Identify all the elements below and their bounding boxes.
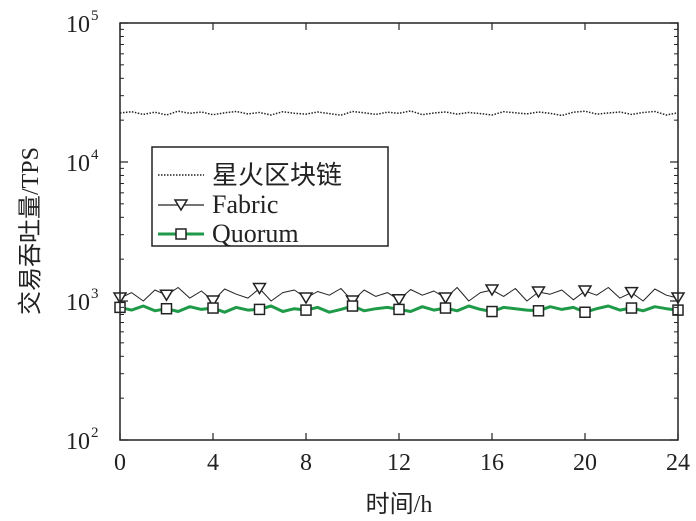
- fabric-marker: [438, 292, 453, 305]
- x-tick-label: 8: [300, 450, 312, 476]
- fabric-marker: [159, 289, 174, 302]
- y-tick-label-base: 10: [66, 290, 90, 316]
- quorum-marker: [346, 300, 359, 312]
- legend-label-quorum: Quorum: [212, 219, 299, 248]
- quorum-marker: [300, 304, 312, 316]
- y-tick-label-exponent: 4: [91, 147, 99, 163]
- fabric-marker: [577, 285, 593, 298]
- fabric-marker: [624, 286, 639, 300]
- x-axis-label: 时间/h: [366, 491, 433, 518]
- legend-marker-quorum: [175, 228, 187, 240]
- fabric-marker: [391, 294, 407, 307]
- quorum-marker: [439, 302, 452, 314]
- quorum-marker: [160, 302, 173, 315]
- series-line-0: [119, 110, 679, 117]
- y-tick-label-exponent: 3: [91, 286, 99, 302]
- y-tick-label-base: 10: [66, 429, 90, 455]
- legend-label-starfire: 星火区块链: [212, 161, 342, 190]
- quorum-marker: [253, 303, 266, 316]
- fabric-marker: [205, 295, 221, 308]
- quorum-marker: [625, 302, 638, 314]
- legend-marker-fabric: [173, 199, 189, 212]
- y-tick-label-exponent: 2: [91, 425, 99, 441]
- quorum-marker: [207, 302, 219, 314]
- quorum-marker: [579, 306, 591, 318]
- legend: 星火区块链 Fabric Quorum: [151, 146, 389, 248]
- x-tick-label: 24: [666, 450, 690, 476]
- quorum-marker: [532, 305, 545, 317]
- y-tick-label-exponent: 5: [91, 8, 99, 24]
- x-tick-label: 4: [207, 450, 219, 476]
- plot-area: [112, 110, 686, 318]
- fabric-marker: [298, 292, 314, 305]
- y-tick-label-base: 10: [66, 151, 90, 177]
- x-tick-label: 12: [387, 450, 411, 476]
- legend-box: [151, 146, 389, 247]
- x-tick-label: 20: [573, 450, 597, 476]
- fabric-marker: [252, 282, 267, 295]
- y-tick-label-base: 10: [66, 12, 90, 38]
- legend-label-fabric: Fabric: [212, 190, 278, 219]
- fabric-marker: [531, 286, 546, 299]
- quorum-marker: [393, 303, 405, 316]
- y-axis-label: 交易吞吐量/TPS: [17, 147, 44, 315]
- quorum-marker: [486, 305, 498, 318]
- x-tick-label: 0: [114, 450, 126, 476]
- fabric-marker: [484, 284, 500, 297]
- x-tick-label: 16: [480, 450, 504, 476]
